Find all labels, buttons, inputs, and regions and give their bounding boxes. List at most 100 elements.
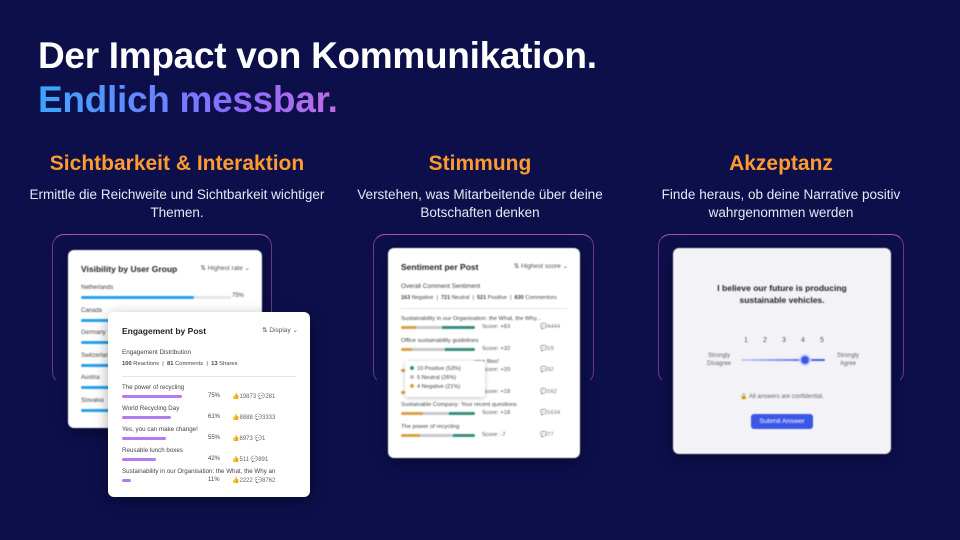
- tooltip-text: 10 Positive (53%): [417, 366, 461, 372]
- scale-option[interactable]: 3: [782, 337, 786, 344]
- likes-count: 511: [239, 457, 250, 463]
- sentiment-tone-bar: [401, 326, 475, 329]
- sentiment-title: Sentiment per Post: [401, 262, 479, 272]
- column-title: Akzeptanz: [729, 152, 833, 175]
- visibility-item-label: Slovakia: [81, 397, 104, 404]
- sentiment-score: Score: +83: [482, 324, 511, 330]
- frame-decoration: [373, 234, 594, 384]
- engagement-title: Engagement by Post: [122, 326, 207, 336]
- engagement-dist-label: Engagement Distribution: [122, 349, 191, 356]
- reactions-label: Reactions: [133, 361, 160, 367]
- sentiment-card: Sentiment per Post ⇅ Highest score ⌄ Ove…: [388, 248, 580, 458]
- engagement-post-title[interactable]: The power of recycling: [122, 384, 185, 391]
- column-title: Stimmung: [428, 152, 532, 175]
- scale-track: [741, 359, 825, 361]
- comments-count: 3333: [261, 415, 276, 421]
- overall-sentiment-label: Overall Comment Sentiment: [401, 283, 481, 290]
- engagement-bar-fill: [122, 479, 131, 482]
- tone-negative: [401, 347, 413, 351]
- visibility-dropdown[interactable]: ⇅ Highest rate ⌄: [200, 264, 250, 272]
- engagement-post-title[interactable]: World Recycling Day: [122, 405, 180, 412]
- sentiment-post-title[interactable]: your files!: [474, 359, 499, 365]
- comments-count: 1634: [547, 410, 561, 416]
- sentiment-post-title[interactable]: Sustainability in our Organisation: the …: [401, 316, 542, 322]
- sentiment-comments: 💬77: [540, 432, 554, 438]
- engagement-bar-fill: [122, 437, 166, 440]
- engagement-pct: 61%: [208, 414, 221, 420]
- tone-neutral: [412, 347, 446, 351]
- likes-count: 2222: [239, 478, 253, 484]
- engagement-bar-fill: [122, 395, 182, 398]
- tone-negative: [401, 412, 424, 415]
- sentiment-post-title[interactable]: Office sustainability guidelines: [401, 337, 479, 344]
- scale-option[interactable]: 2: [763, 337, 767, 344]
- tone-positive: [441, 326, 475, 329]
- shares-count: 13: [211, 361, 218, 367]
- tone-positive: [452, 433, 475, 437]
- shares-label: Shares: [219, 361, 238, 367]
- engagement-meta: 👍8973 💬1: [232, 435, 265, 442]
- sentiment-post-title[interactable]: Sustainable Company: Your recent questio…: [401, 402, 517, 408]
- frame-decoration: [52, 234, 272, 384]
- tooltip-text: 4 Negative (21%): [417, 384, 461, 390]
- comment-icon: 💬: [540, 388, 548, 395]
- headline-line-1: Der Impact von Kommunikation.: [38, 35, 597, 76]
- divider: [401, 308, 567, 309]
- engagement-post-title[interactable]: Sustainability in our Organisation: the …: [122, 468, 276, 475]
- visibility-item-label: Germany: [81, 330, 106, 336]
- scale-option[interactable]: 4: [801, 337, 805, 344]
- engagement-card: Engagement by Post ⇅ Display ⌄ Engagemen…: [108, 312, 310, 497]
- chevron-down-icon: ⌄: [242, 265, 250, 272]
- visibility-item-label: Canada: [81, 307, 103, 314]
- sentiment-post-title[interactable]: The power of recycling: [401, 423, 460, 430]
- comments-count: 4444: [547, 324, 561, 330]
- tone-neutral: [415, 326, 442, 329]
- submit-answer-button[interactable]: Submit Answer: [751, 414, 813, 429]
- sentiment-score: Score: +18: [482, 410, 511, 416]
- engagement-bar-track: [122, 479, 202, 482]
- column-text: Finde heraus, ob deine Narrative positiv…: [661, 187, 901, 220]
- engagement-post-title[interactable]: Yes, you can make change!: [122, 426, 198, 433]
- comments-count: 8762: [261, 478, 276, 484]
- tone-neutral: [419, 433, 453, 437]
- engagement-post-title[interactable]: Reusable lunch boxes: [122, 447, 183, 454]
- scale-knob[interactable]: [799, 354, 811, 366]
- engagement-dropdown[interactable]: ⇅ Display ⌄: [262, 326, 298, 334]
- headline: Der Impact von Kommunikation. Endlich me…: [38, 34, 597, 122]
- survey-card: I believe our future is producing sustai…: [673, 248, 891, 454]
- legend-dot-icon: [410, 375, 414, 379]
- tone-positive: [445, 347, 475, 351]
- scale-option[interactable]: 5: [820, 337, 824, 344]
- sort-icon: ⇅: [513, 263, 521, 270]
- scale-option[interactable]: 1: [744, 337, 748, 344]
- sentiment-dropdown[interactable]: ⇅ Highest score ⌄: [514, 262, 568, 270]
- likes-count: 8888: [239, 415, 253, 421]
- engagement-bar-track: [122, 395, 202, 398]
- thumbs-up-icon: 👍: [232, 394, 240, 400]
- engagement-bar-fill: [122, 458, 156, 461]
- comment-icon: 💬: [540, 410, 548, 416]
- visibility-bar-track: [81, 296, 231, 299]
- tone-neutral: [423, 412, 450, 415]
- comments-count: 162: [547, 388, 557, 395]
- engagement-pct: 42%: [208, 456, 221, 462]
- comments-count: 1: [261, 436, 266, 442]
- comment-icon: 💬: [540, 431, 548, 438]
- comments-label: Comments: [175, 361, 204, 367]
- comment-icon: 💬: [249, 457, 259, 463]
- engagement-meta: 👍8888 💬3333: [232, 414, 275, 421]
- commentors-label: Commentors: [525, 295, 557, 301]
- sentiment-score: Score: +20: [482, 367, 511, 373]
- visibility-title: Visibility by User Group: [81, 264, 178, 274]
- frame-decoration: [658, 234, 904, 384]
- chevron-down-icon: ⌄: [290, 327, 298, 334]
- comments-count: 32: [547, 367, 554, 373]
- comments-count: 281: [265, 394, 276, 400]
- visibility-bar-fill: [81, 296, 194, 299]
- visibility-item-label: Austria: [81, 375, 100, 381]
- sort-icon: ⇅: [262, 327, 270, 334]
- sentiment-comments: 💬1634: [540, 410, 560, 416]
- column-text: Verstehen, was Mitarbeitende über deine …: [357, 187, 603, 220]
- tooltip-row: 5 Neutral (26%): [410, 374, 480, 383]
- sentiment-tooltip: 10 Positive (53%) 5 Neutral (26%) 4 Negati…: [405, 361, 485, 397]
